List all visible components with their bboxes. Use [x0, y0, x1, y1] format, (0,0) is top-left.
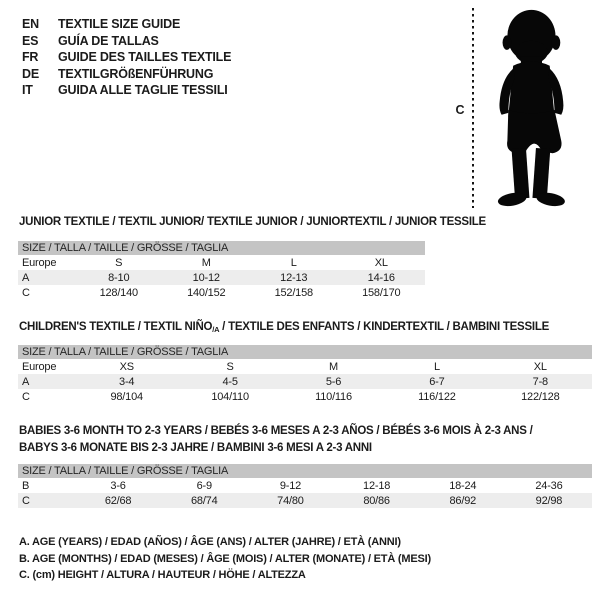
size-value-cell: 10-12	[192, 271, 220, 284]
size-value-cell: 68/74	[190, 494, 218, 507]
size-value-cell: 3-6	[110, 479, 126, 492]
size-value-cell: XL	[374, 256, 388, 269]
size-value-cell: 4-5	[222, 375, 238, 388]
babies-title-line2: BABYS 3-6 MONATE BIS 2-3 JAHRE / BAMBINI…	[19, 441, 372, 454]
row-label: C	[22, 390, 30, 403]
size-value-cell: 12-13	[280, 271, 308, 284]
height-measure-label: C	[455, 103, 465, 117]
size-header-band: SIZE / TALLA / TAILLE / GRÖSSE / TAGLIA	[18, 464, 592, 478]
size-value-cell: 86/92	[449, 494, 477, 507]
junior-size-table: SIZE / TALLA / TAILLE / GRÖSSE / TAGLIA …	[18, 241, 425, 300]
babies-size-table: SIZE / TALLA / TAILLE / GRÖSSE / TAGLIA …	[18, 464, 592, 508]
row-label: Europe	[22, 256, 57, 269]
children-row-c: C 98/104 104/110 110/116 116/122 122/128	[18, 389, 592, 404]
size-value-cell: M	[329, 360, 338, 373]
children-section-title: CHILDREN'S TEXTILE / TEXTIL NIÑO/A / TEX…	[19, 321, 549, 334]
size-value-cell: 128/140	[99, 286, 139, 299]
size-value-cell: M	[201, 256, 211, 269]
language-guide-title: GUIDA ALLE TAGLIE TESSILI	[58, 83, 228, 98]
size-value-cell: 18-24	[449, 479, 477, 492]
language-code: FR	[22, 50, 39, 65]
size-value-cell: 92/98	[535, 494, 563, 507]
size-value-cell: 24-36	[535, 479, 563, 492]
legend-line-b: B. AGE (MONTHS) / EDAD (MESES) / ÂGE (MO…	[19, 552, 431, 565]
children-title-subscript: /A	[212, 325, 220, 334]
language-code: IT	[22, 83, 33, 98]
size-value-cell: L	[433, 360, 440, 373]
height-dotted-line	[472, 8, 474, 208]
size-value-cell: 12-18	[363, 479, 391, 492]
size-header-band: SIZE / TALLA / TAILLE / GRÖSSE / TAGLIA	[18, 241, 425, 255]
language-code: ES	[22, 33, 39, 48]
size-value-cell: L	[290, 256, 297, 269]
language-guide-title: GUIDE DES TAILLES TEXTILE	[58, 50, 232, 65]
size-value-cell: 14-16	[367, 271, 395, 284]
language-guide-title: TEXTILE SIZE GUIDE	[58, 17, 181, 32]
language-guide-title: GUÍA DE TALLAS	[58, 33, 159, 48]
children-row-a: A 3-4 4-5 5-6 6-7 7-8	[18, 374, 592, 389]
legend-line-a: A. AGE (YEARS) / EDAD (AÑOS) / ÂGE (ANS)…	[19, 536, 401, 549]
row-label: C	[22, 494, 30, 507]
size-value-cell: 9-12	[279, 479, 302, 492]
junior-row-a: A 8-10 10-12 12-13 14-16	[18, 270, 425, 285]
size-value-cell: 80/86	[363, 494, 390, 507]
size-value-cell: 116/122	[418, 390, 456, 403]
language-code: DE	[22, 66, 39, 81]
language-guide-title: TEXTILGRÖßENFÜHRUNG	[58, 66, 214, 81]
language-row-it: IT GUIDA ALLE TAGLIE TESSILI	[22, 82, 231, 99]
measure-legend: A. AGE (YEARS) / EDAD (AÑOS) / ÂGE (ANS)…	[19, 534, 431, 583]
row-label: A	[22, 375, 30, 388]
children-size-table: SIZE / TALLA / TAILLE / GRÖSSE / TAGLIA …	[18, 345, 592, 404]
row-label: A	[22, 271, 30, 284]
size-value-cell: 6-9	[196, 479, 213, 492]
baby-silhouette-icon	[481, 8, 578, 210]
size-value-cell: 98/104	[110, 390, 143, 403]
size-value-cell: 7-8	[532, 375, 549, 388]
language-row-de: DE TEXTILGRÖßENFÜHRUNG	[22, 66, 231, 83]
babies-title-line1: BABIES 3-6 MONTH TO 2-3 YEARS / BEBÉS 3-…	[19, 425, 533, 437]
babies-row-b: B 3-6 6-9 9-12 12-18 18-24 24-36	[18, 478, 592, 493]
language-row-fr: FR GUIDE DES TAILLES TEXTILE	[22, 49, 231, 66]
junior-row-c: C 128/140 140/152 152/158 158/170	[18, 285, 425, 300]
size-value-cell: XS	[119, 360, 134, 373]
size-value-cell: S	[115, 256, 123, 269]
size-value-cell: 140/152	[187, 286, 226, 299]
babies-row-c: C 62/68 68/74 74/80 80/86 86/92 92/98	[18, 493, 592, 508]
legend-line-c: C. (cm) HEIGHT / ALTURA / HAUTEUR / HÖHE…	[19, 568, 306, 581]
size-value-cell: 6-7	[429, 375, 445, 388]
size-value-cell: 74/80	[277, 494, 304, 507]
size-value-cell: 152/158	[274, 286, 314, 299]
size-value-cell: 8-10	[108, 271, 130, 284]
size-value-cell: XL	[533, 360, 547, 373]
size-value-cell: S	[226, 360, 234, 373]
size-value-cell: 122/128	[521, 390, 560, 403]
children-title-text-rest: / TEXTILE DES ENFANTS / KINDERTEXTIL / B…	[219, 321, 550, 333]
children-row-europe: Europe XS S M L XL	[18, 359, 592, 374]
junior-row-europe: Europe S M L XL	[18, 255, 425, 270]
size-value-cell: 110/116	[315, 390, 352, 403]
size-value-cell: 62/68	[104, 494, 132, 507]
language-title-list: EN TEXTILE SIZE GUIDE ES GUÍA DE TALLAS FR GU…	[22, 16, 231, 99]
size-value-cell: 104/110	[211, 390, 249, 403]
size-header-band: SIZE / TALLA / TAILLE / GRÖSSE / TAGLIA	[18, 345, 592, 359]
size-value-cell: 3-4	[119, 375, 135, 388]
row-label: C	[22, 286, 30, 299]
language-row-es: ES GUÍA DE TALLAS	[22, 33, 231, 50]
babies-section-title: BABIES 3-6 MONTH TO 2-3 YEARS / BEBÉS 3-…	[19, 423, 533, 456]
row-label: Europe	[22, 360, 57, 373]
size-value-cell: 158/170	[362, 286, 401, 299]
language-code: EN	[22, 17, 39, 32]
junior-section-title: JUNIOR TEXTILE / TEXTIL JUNIOR/ TEXTILE …	[19, 216, 486, 228]
size-value-cell: 5-6	[325, 375, 342, 388]
language-row-en: EN TEXTILE SIZE GUIDE	[22, 16, 231, 33]
row-label: B	[22, 479, 30, 492]
children-title-text: CHILDREN'S TEXTILE / TEXTIL NIÑO	[19, 321, 213, 333]
